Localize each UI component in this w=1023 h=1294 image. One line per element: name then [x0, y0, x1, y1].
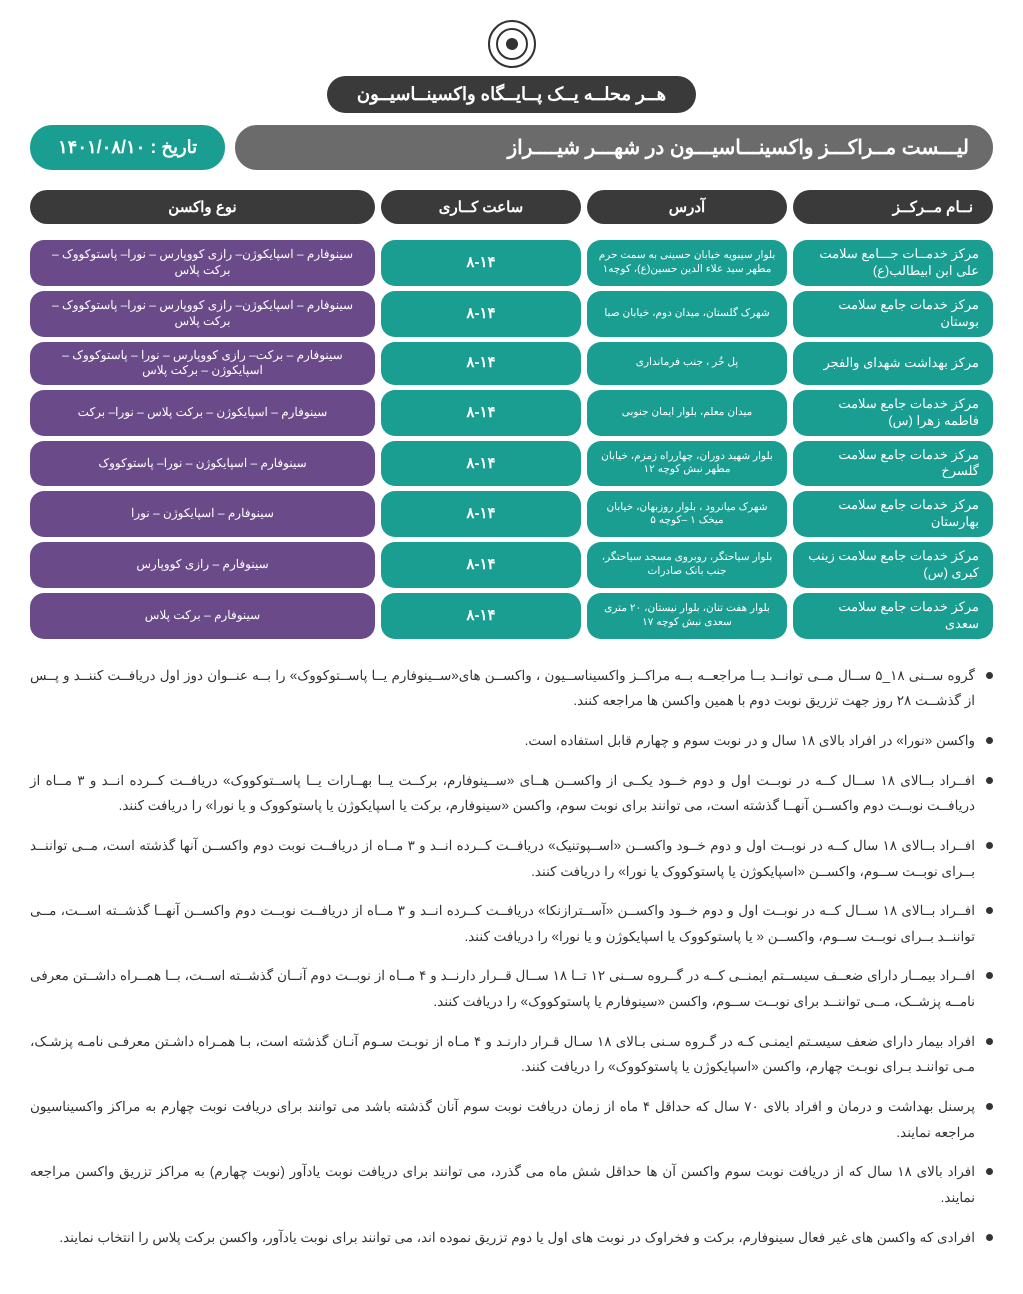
note-item: افراد بیمار دارای ضعف سیسـتم ایمنـی کـه … — [30, 1029, 993, 1080]
table-row: مرکز خدمات جامع سلامت زینب کبری (س)بلوار… — [30, 542, 993, 588]
cell-address: پل خُر ، جنب فرمانداری — [587, 342, 787, 385]
col-header-hours: ساعت کــاری — [381, 190, 581, 224]
slogan-pill: هــر محلــه یــک پــایــگاه واکسینــاسیـ… — [327, 76, 696, 113]
cell-vaccine: سینوفارم – برکت– رازی کووپارس – نورا – پ… — [30, 342, 375, 385]
table-row: مرکز خدمات جامع سلامت فاطمه زهرا (س)میدا… — [30, 390, 993, 436]
cell-address: بلوار سیاحتگر، روبروی مسجد سیاحتگر، جنب … — [587, 542, 787, 588]
date-pill: تاریخ : ۱۴۰۱/۰۸/۱۰ — [30, 125, 225, 170]
cell-vaccine: سینوفارم – رازی کووپارس — [30, 542, 375, 588]
cell-vaccine: سینوفارم – اسپایکوژن – برکت پلاس – نورا–… — [30, 390, 375, 436]
page-container: هــر محلــه یــک پــایــگاه واکسینــاسیـ… — [0, 0, 1023, 1294]
note-item: افرادی که واکسن های غیر فعال سینوفارم، ب… — [30, 1225, 993, 1251]
cell-address: بلوار شهید دوران، چهارراه زمزم، خیابان م… — [587, 441, 787, 487]
col-header-address: آدرس — [587, 190, 787, 224]
cell-hours: ۸-۱۴ — [381, 240, 581, 286]
note-item: واکسن «نورا» در افراد بالای ۱۸ سال و در … — [30, 728, 993, 754]
cell-address: میدان معلم، بلوار ایمان جنوبی — [587, 390, 787, 436]
note-item: افــراد بــالای ۱۸ ســال کــه در نوبــت … — [30, 898, 993, 949]
col-header-name: نــام مــرکــز — [793, 190, 993, 224]
cell-address: بلوار سیبویه خیابان حسینی به سمت حرم مطه… — [587, 240, 787, 286]
cell-hours: ۸-۱۴ — [381, 491, 581, 537]
note-item: افــراد بیمــار دارای ضعــف سیســتم ایمن… — [30, 963, 993, 1014]
table-row: مرکز بهداشت شهدای والفجرپل خُر ، جنب فرم… — [30, 342, 993, 385]
cell-hours: ۸-۱۴ — [381, 342, 581, 385]
slogan-row: هــر محلــه یــک پــایــگاه واکسینــاسیـ… — [30, 76, 993, 113]
org-logo — [488, 20, 536, 68]
cell-vaccine: سینوفارم – اسپایکوژن – نورا– پاستوکووک — [30, 441, 375, 487]
note-item: گروه ســنی ۱۸_۵ ســال مــی توانــد بــا … — [30, 663, 993, 714]
cell-vaccine: سینوفارم – برکت پلاس — [30, 593, 375, 639]
table-row: مرکز خدمات جامع سلامت بوستانشهرک گلستان،… — [30, 291, 993, 337]
note-item: افــراد بــالای ۱۸ سال کــه در نوبــت او… — [30, 833, 993, 884]
cell-vaccine: سینوفارم – اسپایکوژن– رازی کووپارس – نور… — [30, 240, 375, 286]
table-body: مرکز خدمــات جـــامع سلامت علی ابن ابیطا… — [30, 240, 993, 639]
note-item: پرسنل بهداشت و درمان و افراد بالای ۷۰ سا… — [30, 1094, 993, 1145]
list-title: لیـــست مــراکـــز واکسینـــاسیـــون در … — [235, 125, 993, 170]
logo-row — [30, 20, 993, 68]
cell-center-name: مرکز خدمات جامع سلامت بهارستان — [793, 491, 993, 537]
cell-center-name: مرکز بهداشت شهدای والفجر — [793, 342, 993, 385]
cell-vaccine: سینوفارم – اسپایکوژن– رازی کووپارس – نور… — [30, 291, 375, 337]
cell-center-name: مرکز خدمات جامع سلامت سعدی — [793, 593, 993, 639]
notes-section: گروه ســنی ۱۸_۵ ســال مــی توانــد بــا … — [30, 663, 993, 1251]
table-header: نــام مــرکــز آدرس ساعت کــاری نوع واکس… — [30, 190, 993, 224]
cell-address: شهرک گلستان، میدان دوم، خیابان صبا — [587, 291, 787, 337]
cell-center-name: مرکز خدمات جامع سلامت بوستان — [793, 291, 993, 337]
note-item: افراد بالای ۱۸ سال که از دریافت نوبت سوم… — [30, 1159, 993, 1210]
cell-address: بلوار هفت تنان، بلوار نیستان، ۲۰ متری سع… — [587, 593, 787, 639]
table-row: مرکز خدمــات جـــامع سلامت علی ابن ابیطا… — [30, 240, 993, 286]
cell-address: شهرک میانرود ، بلوار روزبهان، خیابان میخ… — [587, 491, 787, 537]
cell-hours: ۸-۱۴ — [381, 390, 581, 436]
cell-hours: ۸-۱۴ — [381, 593, 581, 639]
cell-hours: ۸-۱۴ — [381, 291, 581, 337]
col-header-vaccine: نوع واکسن — [30, 190, 375, 224]
cell-hours: ۸-۱۴ — [381, 542, 581, 588]
cell-center-name: مرکز خدمات جامع سلامت زینب کبری (س) — [793, 542, 993, 588]
cell-hours: ۸-۱۴ — [381, 441, 581, 487]
cell-center-name: مرکز خدمات جامع سلامت گلسرخ — [793, 441, 993, 487]
cell-vaccine: سینوفارم – اسپایکوژن – نورا — [30, 491, 375, 537]
note-item: افــراد بــالای ۱۸ ســال کــه در نوبــت … — [30, 768, 993, 819]
cell-center-name: مرکز خدمات جامع سلامت فاطمه زهرا (س) — [793, 390, 993, 436]
cell-center-name: مرکز خدمــات جـــامع سلامت علی ابن ابیطا… — [793, 240, 993, 286]
subtitle-row: لیـــست مــراکـــز واکسینـــاسیـــون در … — [30, 125, 993, 170]
table-row: مرکز خدمات جامع سلامت گلسرخبلوار شهید دو… — [30, 441, 993, 487]
table-row: مرکز خدمات جامع سلامت بهارستانشهرک میانر… — [30, 491, 993, 537]
table-row: مرکز خدمات جامع سلامت سعدیبلوار هفت تنان… — [30, 593, 993, 639]
